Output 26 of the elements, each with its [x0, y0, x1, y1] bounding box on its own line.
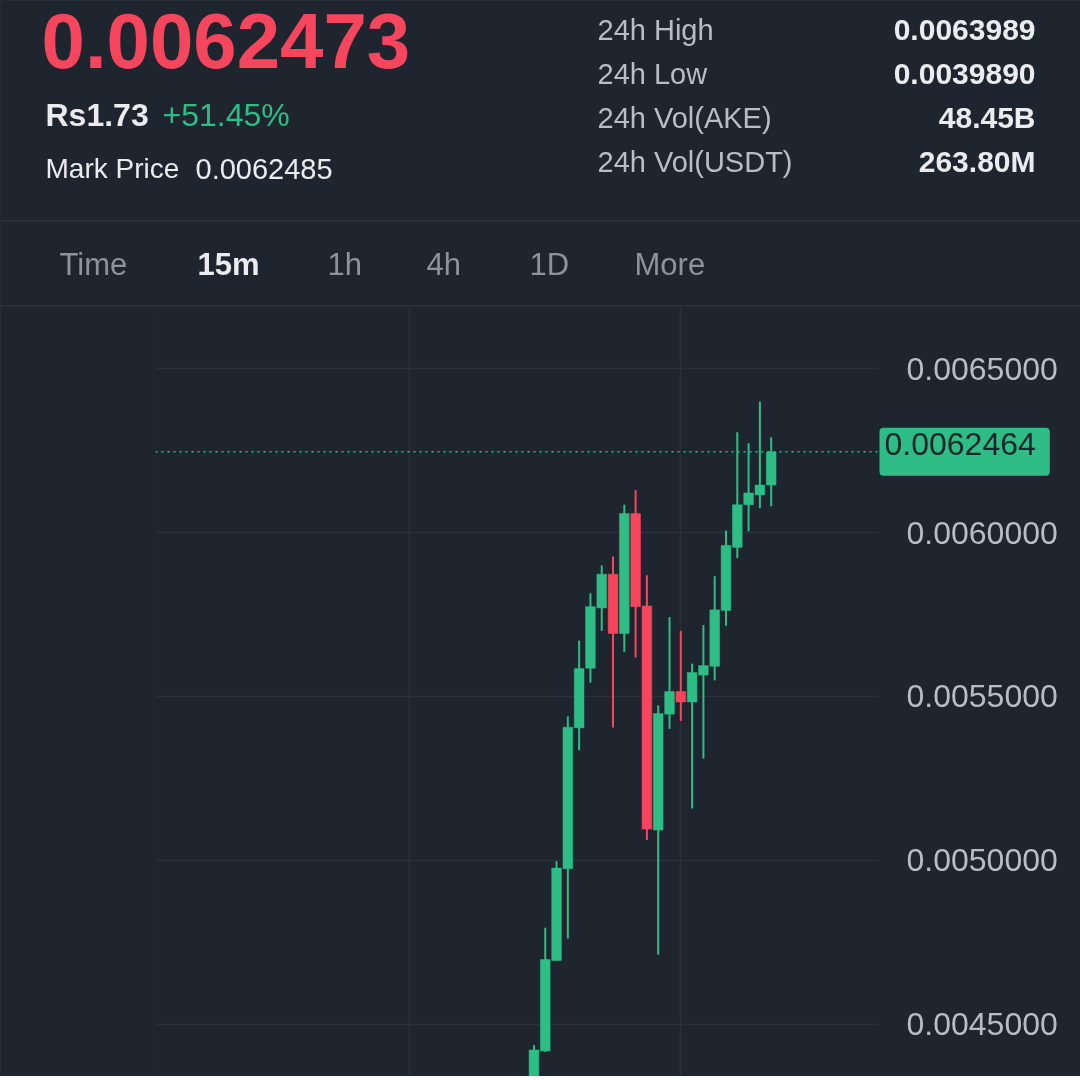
text: Time — [59, 247, 128, 282]
text: 15m — [197, 247, 260, 282]
text: Mark Price — [45, 153, 180, 184]
text: 0.0063989 — [893, 12, 1036, 46]
text: 1h — [327, 247, 362, 282]
text: 0.0062485 — [195, 152, 333, 185]
y-tick-label: 0.0045000 — [906, 1006, 1058, 1043]
text: More — [634, 247, 706, 282]
y-tick-label: 0.0065000 — [906, 350, 1058, 387]
text: +51.45% — [162, 96, 290, 133]
text: 263.80M — [918, 145, 1036, 178]
text: 4h — [426, 247, 461, 282]
text: 0.0062473 — [41, 0, 411, 85]
ref-line-label: 0.0062464 — [884, 425, 1036, 462]
y-tick-label: 0.0060000 — [906, 514, 1058, 551]
text: 24h Vol(AKE) — [597, 101, 772, 134]
text: 48.45B — [938, 101, 1036, 134]
text: 24h Vol(USDT) — [597, 145, 793, 178]
y-tick-label: 0.0050000 — [906, 842, 1058, 879]
text: 24h Low — [597, 57, 709, 90]
text: 0.0039890 — [893, 56, 1036, 90]
text: Rs1.73 — [45, 96, 149, 133]
y-tick-label: 0.0055000 — [906, 678, 1058, 715]
text: 24h High — [597, 13, 714, 46]
candlestick — [675, 629, 686, 722]
text: 1D — [529, 247, 570, 282]
